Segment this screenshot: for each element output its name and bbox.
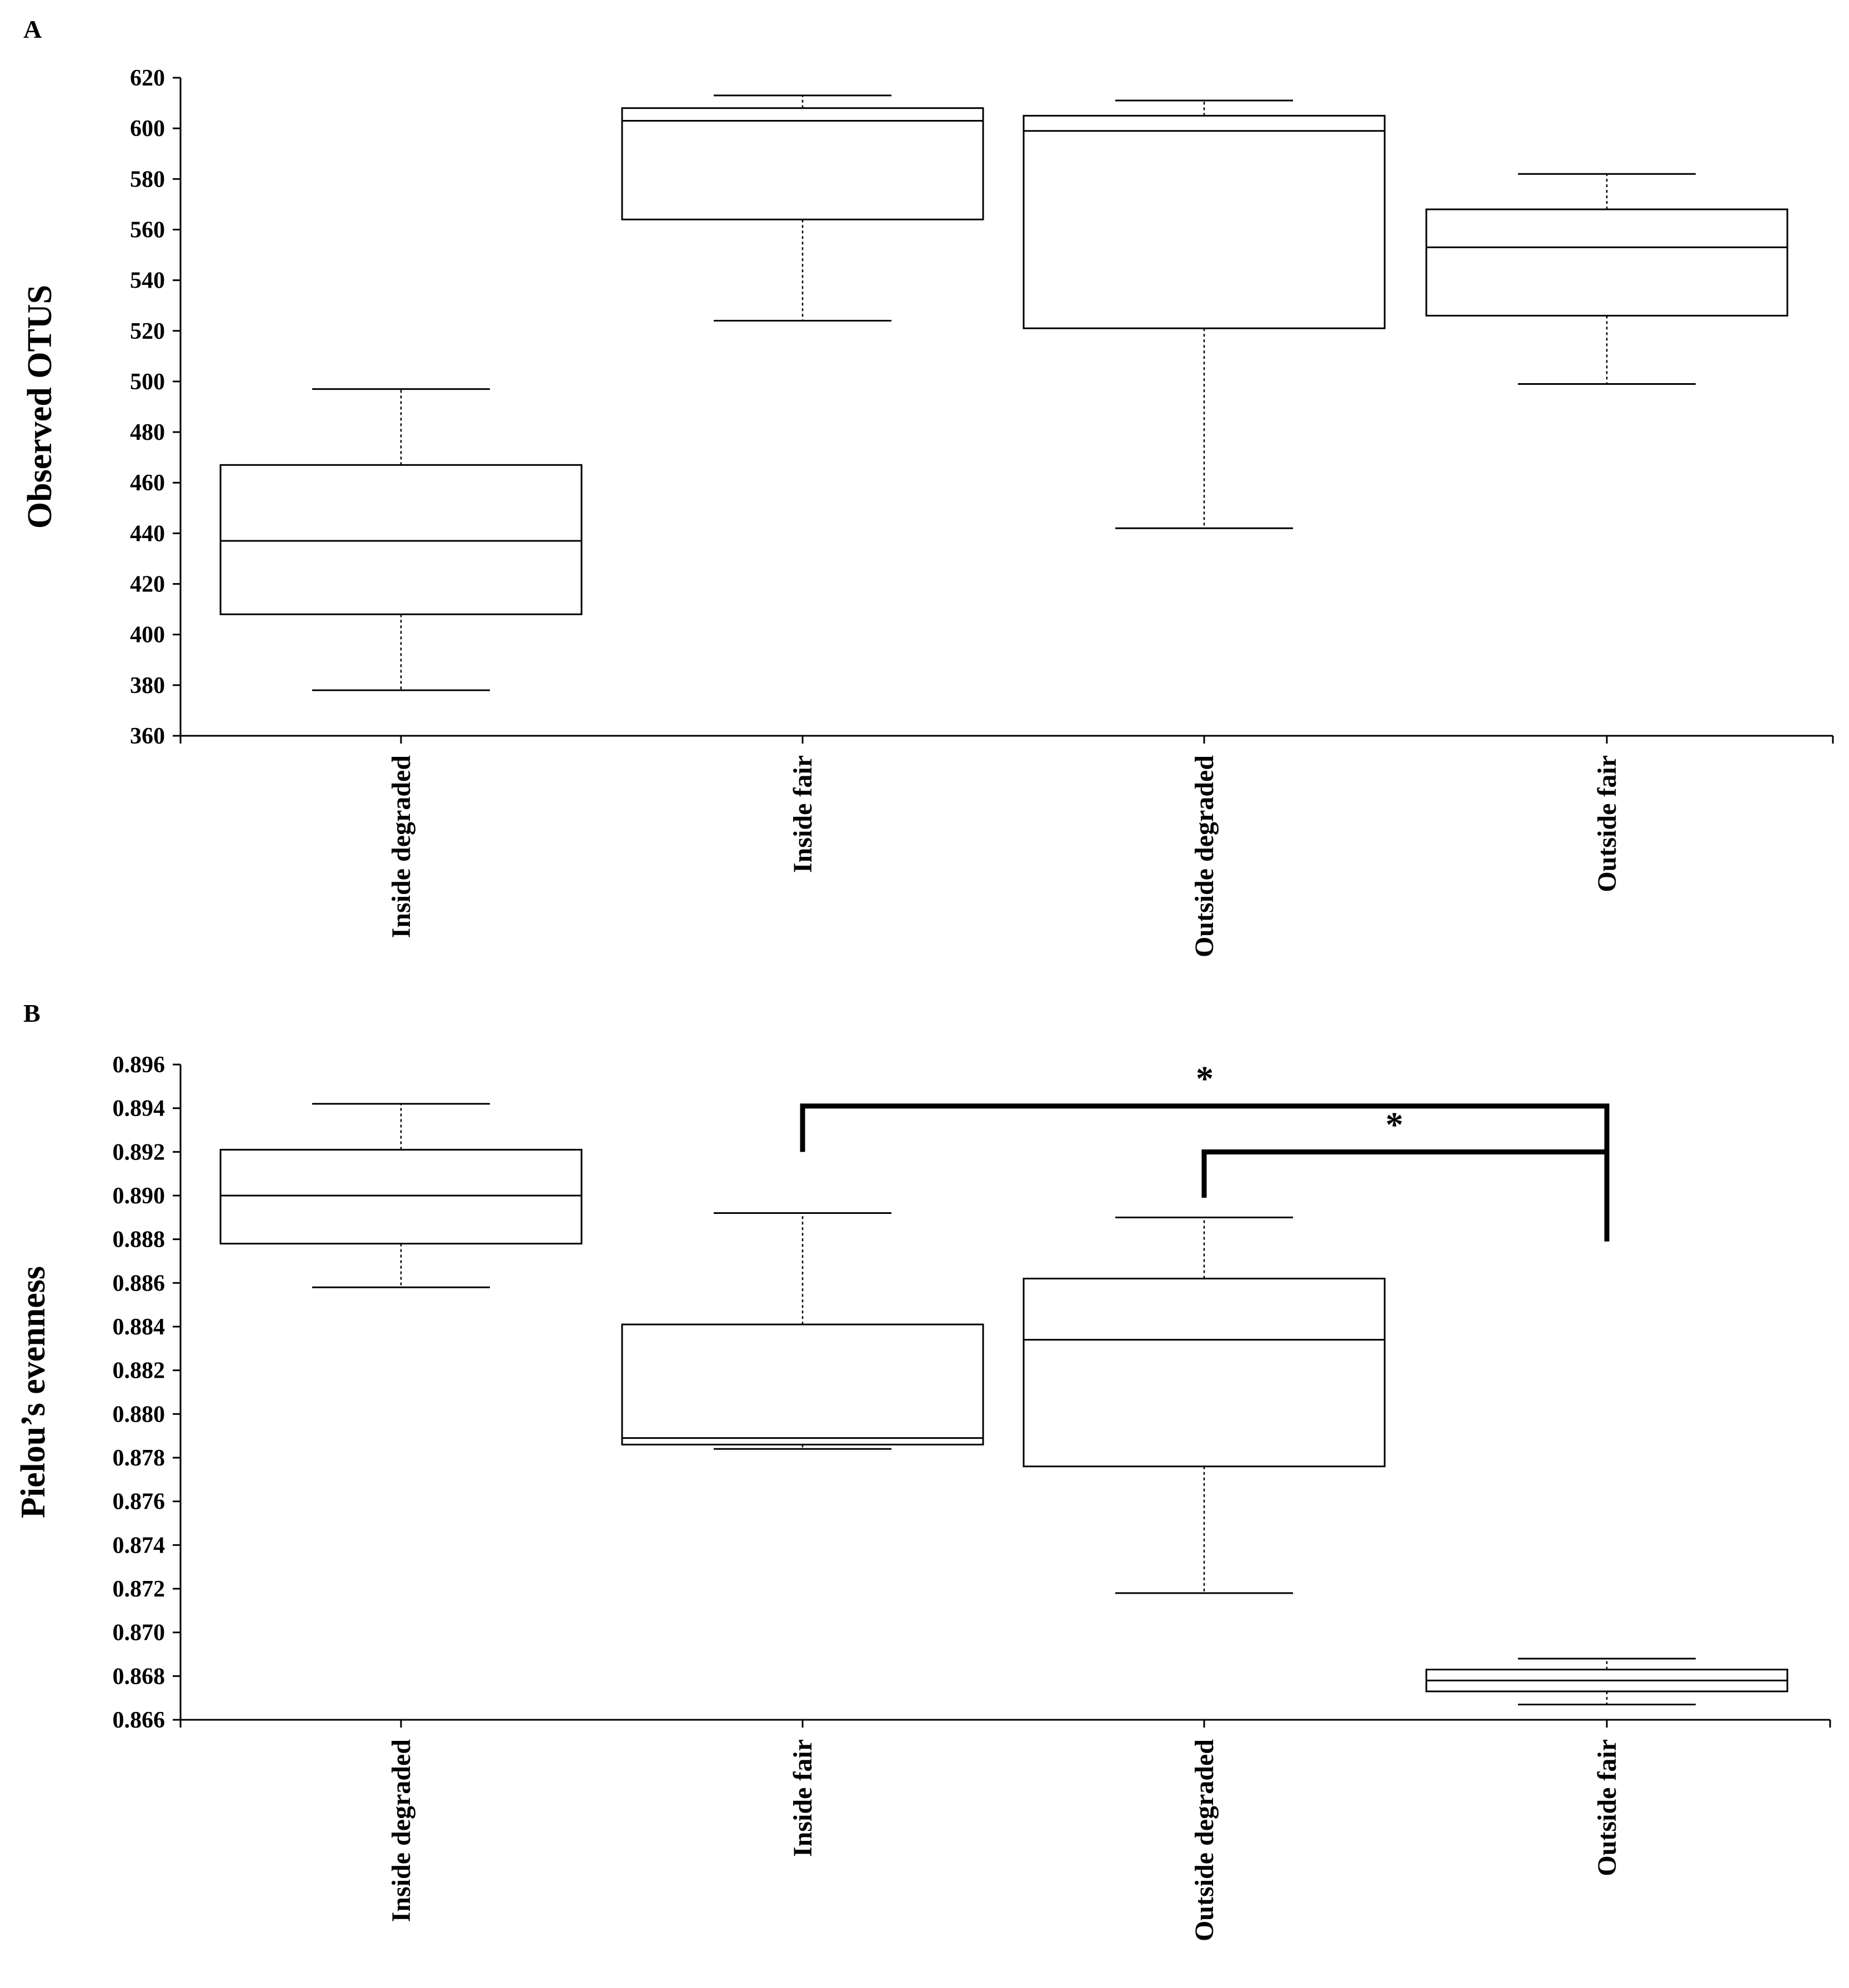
y-tick-label: 600 <box>130 116 165 142</box>
y-tick-label: 400 <box>130 622 165 648</box>
category-label: Inside degraded <box>387 755 416 938</box>
y-tick-label: 580 <box>130 167 165 192</box>
category-label: Outside fair <box>1592 755 1622 892</box>
category-label: Outside degraded <box>1190 755 1219 957</box>
iqr-box <box>219 1148 583 1245</box>
y-tick-label: 0.884 <box>113 1314 166 1340</box>
y-tick-label: 0.894 <box>113 1096 166 1122</box>
y-tick-label: 560 <box>130 217 165 243</box>
y-tick-label: 0.880 <box>113 1402 166 1427</box>
iqr-box <box>621 107 984 220</box>
y-tick-label: 0.886 <box>113 1271 166 1296</box>
y-tick-label: 0.892 <box>113 1139 166 1165</box>
y-tick-label: 460 <box>130 470 165 496</box>
significance-star: * <box>1196 1059 1214 1098</box>
category-label: Inside fair <box>788 1739 818 1857</box>
y-tick-label: 440 <box>130 521 165 546</box>
y-tick-label: 420 <box>130 572 165 598</box>
y-tick-label: 0.896 <box>113 1052 166 1078</box>
y-tick-label: 0.890 <box>113 1183 166 1209</box>
y-tick-label: 0.878 <box>113 1445 166 1471</box>
y-tick-label: 620 <box>130 66 165 91</box>
panel-label: A <box>23 15 42 43</box>
significance-bracket <box>1201 1149 1610 1242</box>
category-label: Outside degraded <box>1190 1739 1219 1941</box>
y-tick-label: 540 <box>130 268 165 294</box>
y-tick-label: 500 <box>130 369 165 395</box>
y-tick-label: 0.876 <box>113 1489 166 1515</box>
y-tick-label: 520 <box>130 319 165 344</box>
y-tick-label: 360 <box>130 724 165 749</box>
category-label: Inside fair <box>788 755 818 873</box>
y-tick-label: 0.866 <box>113 1708 166 1733</box>
y-tick-label: 0.870 <box>113 1620 166 1646</box>
significance-star: * <box>1386 1105 1404 1144</box>
iqr-box <box>219 464 583 615</box>
category-label: Outside fair <box>1592 1739 1622 1876</box>
y-tick-label: 0.868 <box>113 1664 166 1689</box>
iqr-box <box>1023 1277 1386 1468</box>
iqr-box <box>621 1323 984 1445</box>
y-tick-label: 0.888 <box>113 1227 166 1253</box>
y-tick-label: 480 <box>130 420 165 445</box>
iqr-box <box>1023 114 1386 329</box>
iqr-box <box>1425 208 1788 317</box>
category-label: Inside degraded <box>387 1739 416 1922</box>
panel-b-pielou-evenness: B Pielou’s evenness 0.896 0.894 0.892 0.890 0.… <box>14 999 1831 1941</box>
y-tick-label: 0.874 <box>113 1533 166 1558</box>
y-axis-title: Pielou’s evenness <box>14 1266 52 1518</box>
y-tick-label: 380 <box>130 673 165 699</box>
y-tick-label: 0.882 <box>113 1358 166 1384</box>
panel-a-observed-otus: A Observed OTUS 620 600 580 560 540 520 500 480 46… <box>21 15 1834 957</box>
panel-label: B <box>23 999 41 1027</box>
y-axis-title: Observed OTUS <box>21 285 59 529</box>
y-tick-label: 0.872 <box>113 1577 166 1602</box>
